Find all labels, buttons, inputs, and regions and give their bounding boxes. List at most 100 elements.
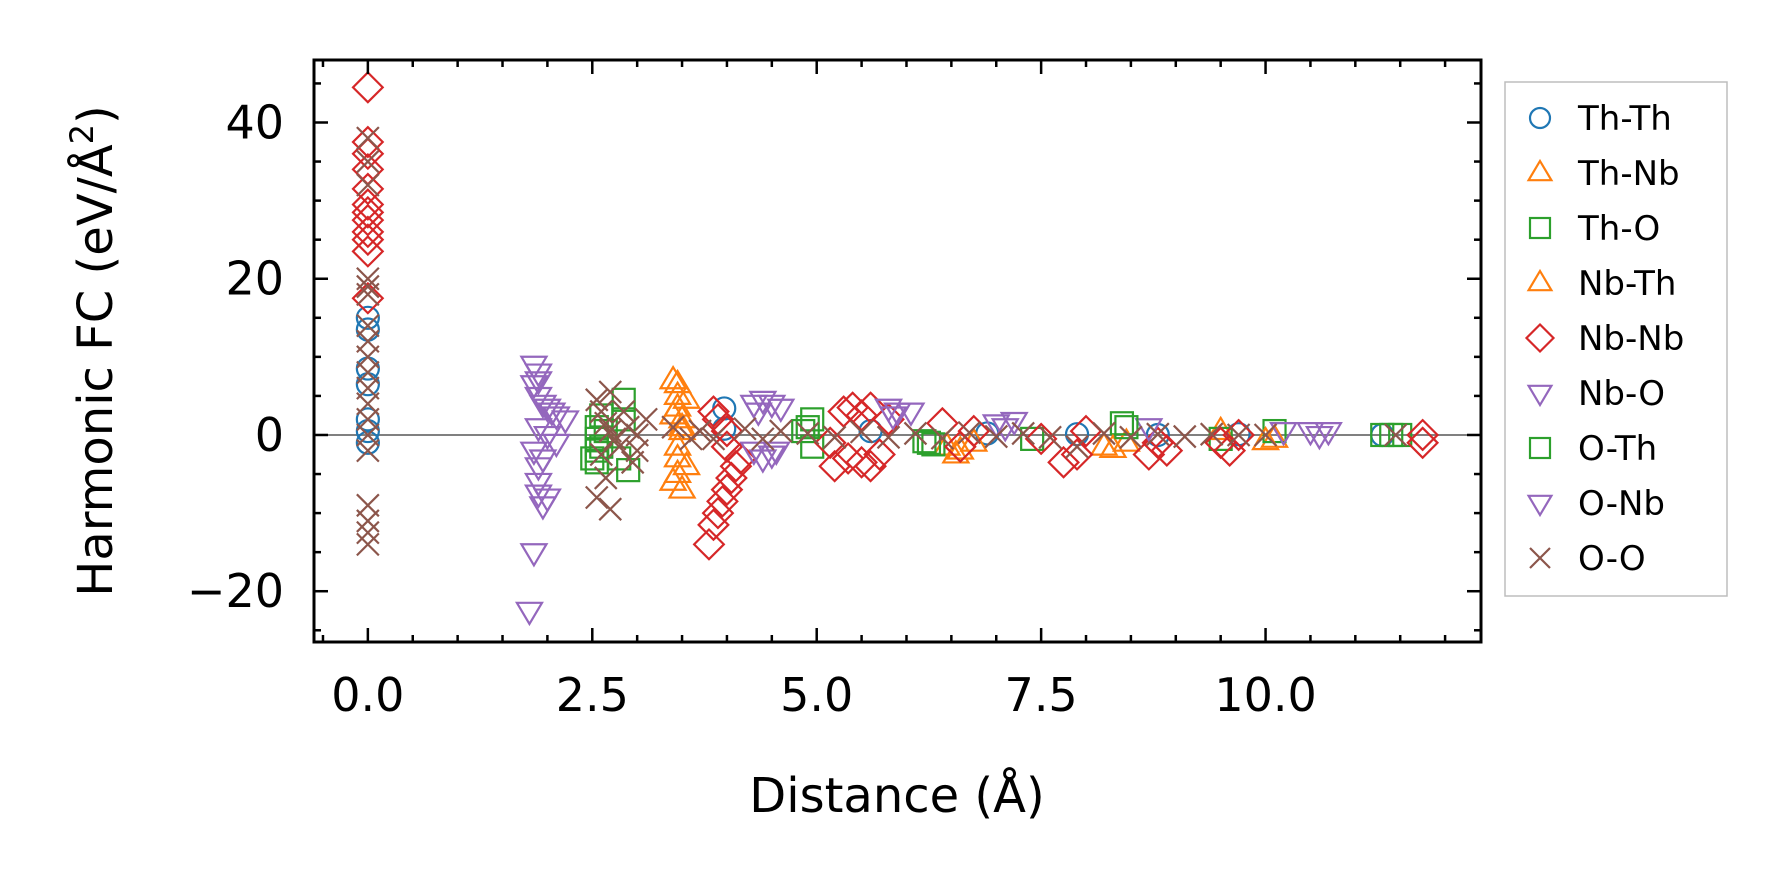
data-point bbox=[896, 402, 926, 427]
legend-label: O-Th bbox=[1578, 429, 1657, 469]
data-point bbox=[1304, 425, 1334, 451]
data-point bbox=[1038, 425, 1062, 450]
data-point bbox=[863, 438, 896, 471]
data-point bbox=[1146, 422, 1170, 446]
data-point bbox=[701, 427, 726, 451]
data-point bbox=[580, 446, 605, 471]
data-point bbox=[697, 508, 730, 542]
legend-label: Th-Nb bbox=[1577, 154, 1680, 194]
data-point bbox=[1379, 422, 1404, 448]
data-point bbox=[1251, 425, 1281, 451]
y-tick-label: 20 bbox=[225, 252, 284, 306]
legend-entry: Th-O bbox=[1528, 209, 1660, 249]
data-point bbox=[791, 418, 816, 444]
legend: Th-Th Th-Nb Th-O Nb-Th Nb-Nb Nb-O O-Th O-Nb O-O bbox=[1504, 81, 1728, 597]
legend-entry: Nb-Nb bbox=[1524, 319, 1684, 359]
data-point bbox=[1020, 426, 1045, 451]
data-point bbox=[528, 394, 558, 420]
data-point bbox=[519, 441, 549, 466]
plot-frame bbox=[312, 58, 1483, 644]
data-point bbox=[769, 419, 793, 443]
legend-label: Th-Th bbox=[1577, 99, 1672, 139]
data-point bbox=[523, 418, 553, 443]
data-point bbox=[1024, 422, 1058, 456]
data-point bbox=[537, 402, 567, 427]
data-point bbox=[351, 223, 385, 257]
data-point bbox=[356, 438, 380, 463]
data-point bbox=[1060, 438, 1094, 471]
data-point bbox=[822, 425, 847, 450]
data-point bbox=[1132, 438, 1166, 471]
data-point bbox=[611, 399, 636, 424]
data-point bbox=[532, 488, 562, 513]
data-point bbox=[981, 414, 1011, 439]
data-point bbox=[598, 497, 623, 521]
x-axis-label: Distance (Å) bbox=[749, 767, 1044, 824]
data-point bbox=[710, 414, 744, 448]
data-point bbox=[541, 406, 571, 431]
legend-entry: O-Th bbox=[1528, 429, 1657, 469]
data-point bbox=[356, 520, 380, 545]
data-point bbox=[351, 70, 385, 104]
data-points bbox=[351, 70, 1440, 627]
data-point bbox=[1383, 423, 1408, 447]
x-tick-label: 7.5 bbox=[1005, 668, 1078, 722]
y-axis-label-close: ) bbox=[68, 105, 124, 124]
data-point bbox=[757, 394, 787, 420]
data-point bbox=[672, 384, 702, 409]
data-point bbox=[1109, 411, 1135, 436]
legend-marker bbox=[1526, 158, 1554, 182]
legend-entries: Th-Th Th-Nb Th-O Nb-Th Nb-Nb Nb-O O-Th O-Nb O-O bbox=[1524, 99, 1684, 579]
data-point bbox=[672, 450, 702, 476]
data-point bbox=[541, 433, 571, 459]
data-point bbox=[984, 424, 1009, 449]
data-point bbox=[356, 282, 380, 307]
data-point bbox=[1134, 418, 1164, 443]
data-point bbox=[593, 411, 618, 436]
data-point bbox=[356, 126, 380, 150]
y-axis-label-superscript: 2 bbox=[63, 124, 101, 144]
data-point bbox=[766, 398, 796, 423]
data-point bbox=[532, 425, 562, 451]
legend-label: O-O bbox=[1578, 539, 1646, 579]
data-point bbox=[697, 395, 730, 428]
data-point bbox=[733, 416, 757, 441]
legend-marker bbox=[1526, 384, 1554, 408]
data-point bbox=[1119, 425, 1143, 450]
data-point bbox=[999, 411, 1029, 437]
data-point bbox=[620, 450, 645, 475]
data-point bbox=[598, 380, 623, 404]
data-point bbox=[795, 415, 820, 440]
data-point bbox=[667, 404, 697, 429]
legend-entry: Nb-Th bbox=[1526, 264, 1676, 304]
data-point bbox=[872, 402, 905, 436]
y-tick-label: −20 bbox=[187, 564, 284, 618]
data-point bbox=[1199, 422, 1224, 446]
data-point bbox=[528, 449, 558, 474]
legend-label: Nb-Th bbox=[1578, 264, 1676, 304]
data-point bbox=[532, 398, 562, 423]
data-point bbox=[514, 601, 544, 627]
legend-label: O-Nb bbox=[1578, 484, 1665, 524]
data-point bbox=[351, 281, 385, 315]
data-point bbox=[1098, 433, 1128, 459]
data-point bbox=[849, 420, 874, 444]
data-point bbox=[661, 415, 685, 439]
data-point bbox=[1213, 434, 1247, 468]
legend-entry: O-Nb bbox=[1526, 484, 1665, 524]
legend-label: Th-O bbox=[1577, 209, 1660, 249]
data-point bbox=[912, 429, 937, 454]
y-axis-label-main: Harmonic FC (eV/Å bbox=[67, 144, 124, 597]
legend-label: Nb-Nb bbox=[1578, 319, 1684, 359]
legend-marker bbox=[1526, 268, 1554, 292]
data-point bbox=[1011, 421, 1035, 446]
data-point bbox=[706, 484, 739, 518]
legend-marker bbox=[1529, 547, 1551, 569]
data-point bbox=[593, 466, 618, 490]
series-o-nb bbox=[523, 371, 1334, 513]
data-point bbox=[688, 419, 712, 443]
legend-marker bbox=[1524, 322, 1556, 354]
data-point bbox=[602, 427, 627, 451]
data-point bbox=[1092, 421, 1116, 446]
